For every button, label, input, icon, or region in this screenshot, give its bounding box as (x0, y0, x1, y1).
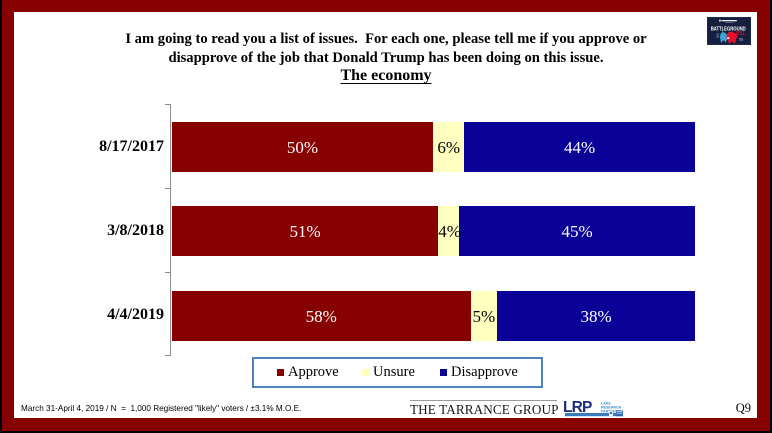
svg-text:BATTLEGROUND: BATTLEGROUND (711, 26, 746, 32)
svg-text:LAKE: LAKE (601, 402, 611, 406)
svg-text:POLL: POLL (736, 31, 746, 37)
svg-text:LRP: LRP (563, 399, 592, 416)
svg-text:RESEARCH: RESEARCH (601, 406, 622, 410)
